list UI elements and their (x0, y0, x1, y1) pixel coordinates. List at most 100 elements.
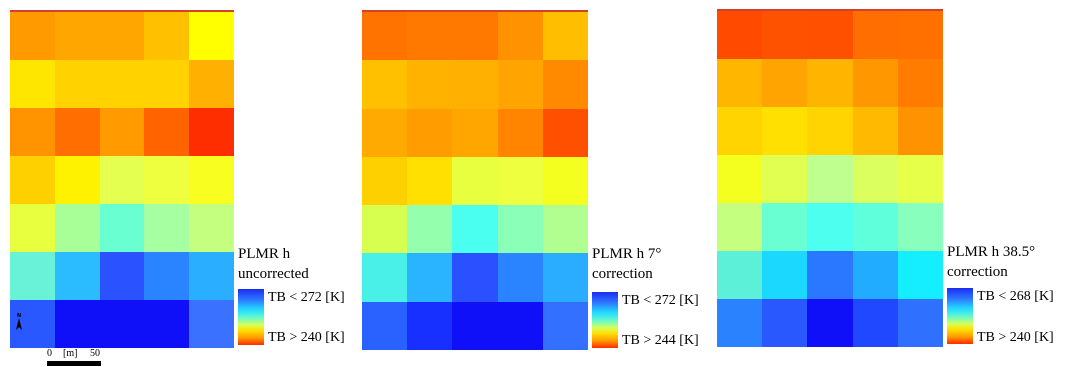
raster-cell (99, 60, 145, 108)
raster-cell (189, 156, 234, 204)
raster-cell (542, 301, 588, 350)
raster-cell (762, 107, 808, 155)
svg-text:N: N (17, 313, 21, 319)
raster-cell (54, 12, 100, 60)
raster-cell (762, 59, 808, 107)
scale-label-end: 50 (90, 348, 100, 359)
north-arrow-icon: N (14, 312, 24, 334)
raster-cell (542, 108, 588, 157)
raster-cell (497, 205, 543, 254)
raster-cell (54, 60, 100, 108)
raster-cell (362, 156, 408, 206)
raster-cell (54, 204, 100, 252)
raster-grid (717, 9, 943, 347)
panel-title: PLMR h 7° correction (592, 244, 661, 284)
raster-cell (762, 155, 808, 203)
raster-cell (189, 300, 234, 348)
raster-cell (362, 12, 408, 61)
raster-cell (452, 12, 498, 61)
raster-cell (407, 108, 453, 157)
legend-color-ramp (947, 288, 973, 344)
raster-cell (10, 12, 55, 60)
raster-cell (144, 300, 190, 348)
raster-cell (54, 156, 100, 204)
legend-label-high: TB > 240 [K] (268, 330, 345, 345)
raster-cell (144, 108, 190, 156)
raster-grid (10, 10, 234, 348)
raster-grid (362, 10, 588, 350)
scale-label-zero: 0 (47, 348, 52, 359)
raster-cell (542, 156, 588, 206)
raster-cell (452, 301, 498, 350)
raster-cell (807, 11, 853, 59)
raster-cell (807, 59, 853, 107)
raster-cell (362, 253, 408, 302)
panel-title-line1: PLMR h 7° (592, 246, 662, 262)
raster-cell (897, 59, 943, 107)
panel-title-line1: PLMR h 38.5° (947, 244, 1036, 260)
raster-cell (452, 205, 498, 254)
raster-cell (99, 12, 145, 60)
raster-cell (54, 108, 100, 156)
raster-cell (807, 107, 853, 155)
raster-cell (407, 12, 453, 61)
raster-cell (99, 300, 145, 348)
raster-cell (54, 300, 100, 348)
raster-cell (99, 108, 145, 156)
raster-cell (144, 12, 190, 60)
raster-cell (10, 108, 55, 156)
raster-cell (762, 251, 808, 299)
legend-label-low: TB < 272 [K] (268, 290, 345, 305)
raster-cell (362, 60, 408, 109)
raster-cell (717, 11, 763, 59)
raster-cell (407, 60, 453, 109)
raster-cell (407, 253, 453, 302)
raster-cell (189, 12, 234, 60)
raster-cell (497, 301, 543, 350)
raster-cell (852, 107, 898, 155)
raster-cell (144, 156, 190, 204)
legend-label-low: TB < 272 [K] (622, 293, 699, 308)
raster-cell (897, 251, 943, 299)
raster-cell (897, 107, 943, 155)
raster-cell (497, 156, 543, 206)
raster-cell (542, 253, 588, 302)
raster-cell (852, 203, 898, 251)
scale-label-unit: [m] (63, 348, 78, 359)
raster-cell (407, 156, 453, 206)
raster-cell (542, 205, 588, 254)
raster-cell (807, 251, 853, 299)
scale-bar-line (47, 361, 101, 366)
raster-cell (807, 155, 853, 203)
raster-cell (497, 108, 543, 157)
raster-cell (189, 60, 234, 108)
raster-cell (452, 253, 498, 302)
raster-cell (717, 299, 763, 347)
legend-color-ramp (238, 289, 264, 345)
raster-cell (10, 300, 55, 348)
raster-cell (852, 299, 898, 347)
scale-bar: 0 [m] 50 (47, 348, 107, 367)
raster-cell (762, 203, 808, 251)
raster-cell (852, 59, 898, 107)
panel-title-line2: correction (947, 264, 1008, 280)
raster-cell (497, 60, 543, 109)
raster-cell (762, 299, 808, 347)
panel-title: PLMR h 38.5° correction (947, 242, 1035, 282)
raster-cell (542, 60, 588, 109)
raster-cell (717, 251, 763, 299)
raster-cell (407, 301, 453, 350)
raster-cell (99, 252, 145, 300)
panel-title-line2: uncorrected (238, 266, 309, 282)
raster-cell (897, 203, 943, 251)
raster-cell (99, 204, 145, 252)
legend-label-low: TB < 268 [K] (977, 289, 1054, 304)
raster-cell (807, 203, 853, 251)
raster-cell (99, 156, 145, 204)
raster-cell (852, 11, 898, 59)
raster-cell (762, 11, 808, 59)
raster-cell (10, 156, 55, 204)
raster-cell (542, 12, 588, 61)
raster-cell (362, 108, 408, 157)
legend-label-high: TB > 240 [K] (977, 330, 1054, 345)
